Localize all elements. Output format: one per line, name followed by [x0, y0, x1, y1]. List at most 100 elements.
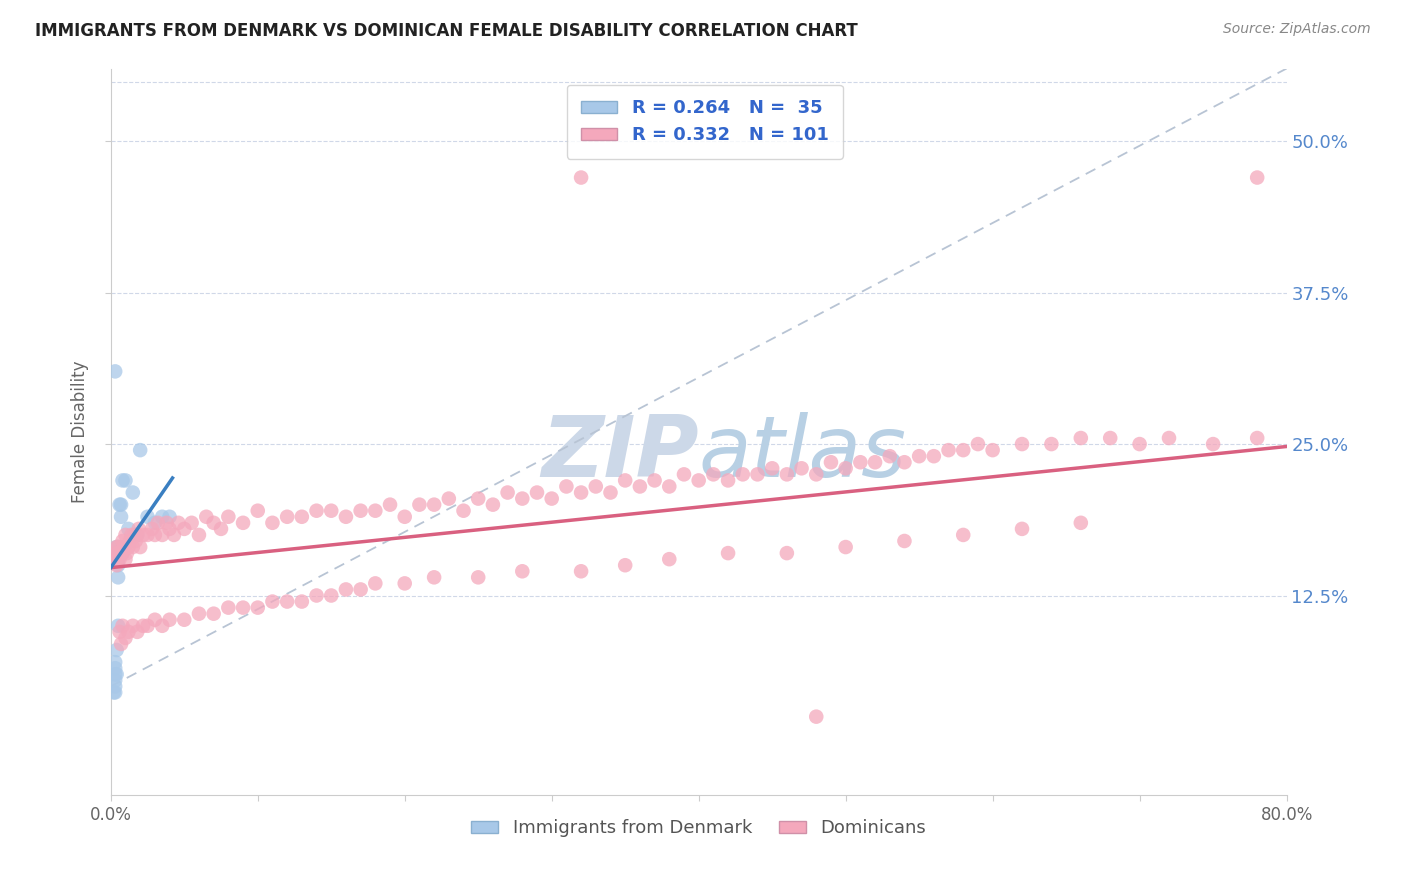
Point	[834, 540, 856, 554]
Point	[496, 485, 519, 500]
Point	[349, 504, 371, 518]
Point	[614, 474, 637, 488]
Point	[173, 522, 195, 536]
Point	[378, 498, 401, 512]
Point	[820, 455, 842, 469]
Point	[143, 528, 166, 542]
Point	[111, 533, 134, 548]
Point	[262, 594, 284, 608]
Point	[104, 546, 127, 560]
Point	[129, 443, 152, 458]
Point	[510, 491, 533, 506]
Point	[121, 619, 143, 633]
Point	[879, 449, 901, 463]
Point	[394, 576, 416, 591]
Point	[115, 546, 138, 560]
Point	[291, 594, 314, 608]
Point	[104, 655, 127, 669]
Point	[717, 546, 740, 560]
Point	[105, 558, 128, 573]
Point	[129, 540, 152, 554]
Point	[188, 607, 211, 621]
Point	[628, 479, 651, 493]
Point	[107, 546, 129, 560]
Point	[132, 528, 155, 542]
Point	[117, 540, 139, 554]
Point	[364, 504, 387, 518]
Point	[107, 552, 129, 566]
Point	[121, 540, 143, 554]
Point	[688, 474, 710, 488]
Point	[143, 613, 166, 627]
Point	[104, 364, 127, 378]
Point	[105, 540, 128, 554]
Point	[585, 479, 607, 493]
Point	[644, 474, 666, 488]
Point	[136, 619, 159, 633]
Point	[599, 485, 621, 500]
Point	[110, 509, 132, 524]
Point	[952, 443, 974, 458]
Point	[335, 509, 357, 524]
Point	[159, 509, 181, 524]
Point	[117, 624, 139, 639]
Point	[167, 516, 190, 530]
Point	[188, 528, 211, 542]
Point	[159, 613, 181, 627]
Point	[335, 582, 357, 597]
Point	[246, 600, 269, 615]
Point	[364, 576, 387, 591]
Point	[569, 564, 592, 578]
Point	[104, 667, 127, 681]
Point	[104, 661, 127, 675]
Point	[105, 552, 128, 566]
Point	[107, 546, 129, 560]
Point	[1202, 437, 1225, 451]
Point	[107, 540, 129, 554]
Point	[305, 589, 328, 603]
Point	[555, 479, 578, 493]
Point	[117, 522, 139, 536]
Point	[120, 528, 142, 542]
Point	[1129, 437, 1152, 451]
Point	[1246, 431, 1268, 445]
Point	[114, 528, 136, 542]
Point	[146, 516, 169, 530]
Point	[952, 528, 974, 542]
Point	[107, 570, 129, 584]
Point	[1157, 431, 1180, 445]
Point	[111, 546, 134, 560]
Point	[104, 673, 127, 688]
Point	[349, 582, 371, 597]
Point	[423, 570, 446, 584]
Point	[202, 516, 225, 530]
Point	[105, 667, 128, 681]
Text: IMMIGRANTS FROM DENMARK VS DOMINICAN FEMALE DISABILITY CORRELATION CHART: IMMIGRANTS FROM DENMARK VS DOMINICAN FEM…	[35, 22, 858, 40]
Point	[790, 461, 813, 475]
Point	[108, 498, 131, 512]
Point	[141, 522, 163, 536]
Point	[111, 474, 134, 488]
Point	[111, 619, 134, 633]
Point	[262, 516, 284, 530]
Point	[114, 631, 136, 645]
Point	[761, 461, 783, 475]
Point	[108, 540, 131, 554]
Point	[394, 509, 416, 524]
Point	[127, 528, 149, 542]
Point	[569, 170, 592, 185]
Point	[276, 509, 298, 524]
Point	[510, 564, 533, 578]
Point	[849, 455, 872, 469]
Point	[614, 558, 637, 573]
Point	[156, 516, 179, 530]
Point	[110, 637, 132, 651]
Point	[114, 552, 136, 566]
Point	[150, 619, 173, 633]
Point	[107, 619, 129, 633]
Point	[893, 455, 915, 469]
Point	[128, 522, 150, 536]
Point	[104, 679, 127, 693]
Point	[658, 552, 681, 566]
Point	[202, 607, 225, 621]
